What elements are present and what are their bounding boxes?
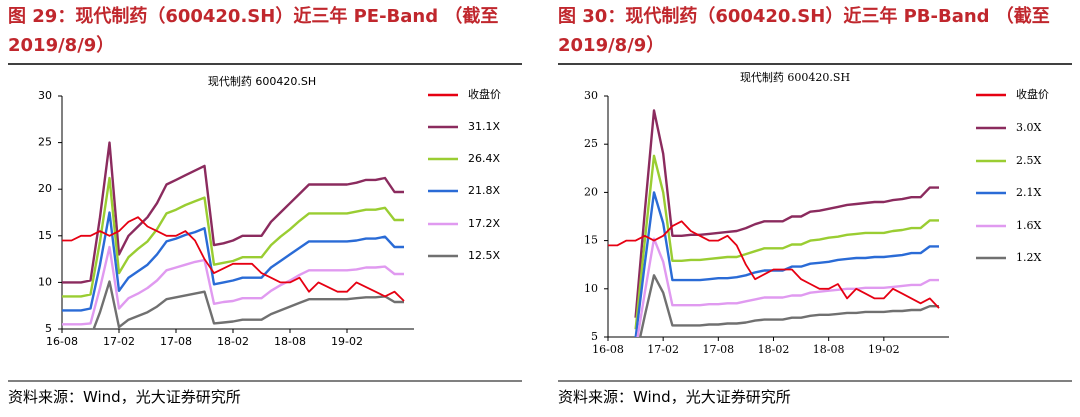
legend-label: 17.2X [468,217,500,230]
chart-title: 现代制药 600420.SH [740,71,850,84]
x-tick-label: 16-08 [592,343,624,356]
y-tick-label: 25 [584,137,598,150]
figure-heading: 图 30：现代制药（600420.SH）近三年 PB-Band （截至 2019… [558,6,1050,56]
x-tick-label: 19-02 [868,343,900,356]
y-tick-label: 15 [584,234,598,247]
y-tick-label: 15 [38,229,52,242]
y-tick-label: 30 [38,89,52,102]
x-tick-label: 17-08 [702,343,734,356]
x-tick-label: 17-02 [647,343,679,356]
x-tick-label: 17-08 [160,335,192,348]
series-line [638,274,939,337]
series-line [62,176,404,298]
x-tick-label: 16-08 [46,335,78,348]
legend-label: 3.0X [1016,121,1041,134]
x-tick-label: 17-02 [103,335,135,348]
series-line [62,216,405,302]
y-tick-label: 20 [584,185,598,198]
series-line [62,141,404,284]
x-tick-label: 18-08 [813,343,845,356]
plot [608,109,940,337]
series-line [62,245,404,326]
x-tick-label: 18-02 [758,343,790,356]
series-line [62,211,404,312]
x-tick-label: 18-08 [274,335,306,348]
source-note: 资料来源：Wind，光大证券研究所 [8,388,241,406]
chart-title: 现代制药 600420.SH [208,75,316,88]
plot [62,141,405,329]
y-tick-label: 20 [38,182,52,195]
y-tick-label: 30 [584,89,598,102]
x-tick-label: 19-02 [331,335,363,348]
figure-heading: 图 29：现代制药（600420.SH）近三年 PE-Band （截至 2019… [8,6,499,56]
series-line [634,109,939,318]
series-line [634,154,939,330]
y-tick-label: 5 [45,322,52,335]
legend-label: 31.1X [468,120,500,133]
legend-label: 收盘价 [1016,87,1049,101]
y-tick-label: 5 [591,330,598,343]
series-line [608,220,940,309]
legend-label: 收盘价 [468,87,501,101]
y-tick-label: 25 [38,136,52,149]
legend-label: 2.5X [1016,154,1041,167]
legend-label: 12.5X [468,249,500,262]
y-tick-label: 10 [584,282,598,295]
source-note: 资料来源：Wind，光大证券研究所 [558,388,791,406]
legend-label: 26.4X [468,152,500,165]
x-tick-label: 18-02 [217,335,249,348]
series-line [634,191,939,337]
y-tick-label: 10 [38,275,52,288]
series-line [92,280,404,329]
legend-label: 21.8X [468,184,500,197]
legend-label: 1.6X [1016,219,1041,232]
legend-label: 2.1X [1016,186,1041,199]
legend-label: 1.2X [1016,251,1041,264]
series-line [636,237,939,337]
